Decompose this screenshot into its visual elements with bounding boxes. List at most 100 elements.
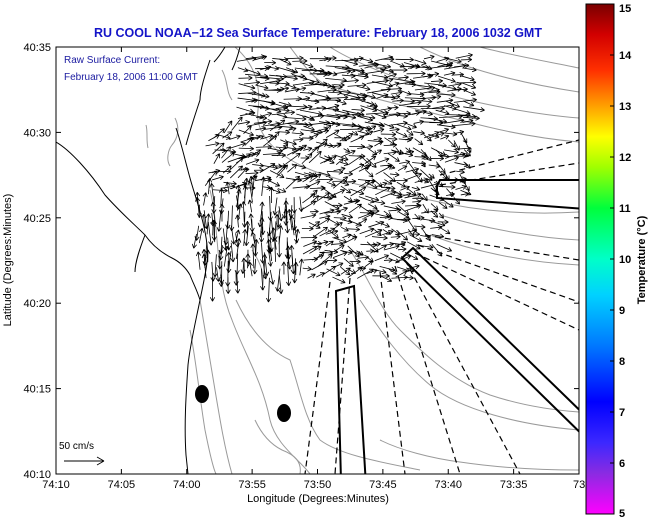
x-tick-label: 74:10 [42, 479, 70, 491]
current-vector [395, 131, 408, 138]
current-vector [381, 56, 395, 62]
current-vector [326, 129, 340, 138]
current-vector [253, 239, 259, 254]
current-vector [279, 143, 289, 155]
x-tick-label: 73:55 [238, 479, 266, 491]
current-vector [334, 154, 349, 161]
x-tick-label: 73:40 [434, 479, 462, 491]
current-vector [317, 253, 333, 267]
current-vector [285, 175, 301, 190]
current-vector [319, 156, 335, 164]
current-vector [267, 131, 280, 143]
current-vector [248, 213, 254, 229]
x-tick-label: 73:45 [369, 479, 397, 491]
current-vector [205, 141, 220, 147]
current-vector [259, 163, 276, 173]
current-vector [235, 214, 241, 228]
current-vector [334, 69, 351, 75]
current-vector [272, 197, 278, 216]
current-vector [316, 272, 325, 278]
current-vector [343, 148, 351, 153]
current-vector [374, 254, 389, 262]
current-vector [214, 168, 232, 175]
current-vector [218, 188, 225, 206]
current-vector [260, 268, 266, 291]
current-vector [440, 134, 450, 140]
current-vector [195, 251, 202, 270]
current-vector [360, 105, 378, 113]
y-axis-label: Latitude (Degrees:Minutes) [2, 194, 14, 327]
current-vector [223, 245, 230, 267]
current-vector [351, 107, 365, 113]
current-vector [463, 67, 477, 73]
x-tick-label: 73:35 [500, 479, 528, 491]
coastline [56, 47, 241, 474]
current-vector [396, 123, 412, 131]
current-vector [247, 180, 253, 203]
current-vector [284, 116, 307, 122]
current-vector [413, 130, 425, 136]
current-vector [365, 195, 380, 202]
current-vector [250, 243, 256, 269]
current-vector [243, 125, 252, 134]
current-vector [276, 164, 289, 178]
current-vector [255, 65, 270, 71]
current-vector [380, 68, 394, 74]
current-vector [238, 75, 253, 81]
current-vector [347, 226, 361, 232]
current-vector [372, 149, 382, 157]
current-vector [238, 146, 255, 152]
current-vector [341, 78, 359, 84]
current-vector [326, 181, 336, 187]
current-vector [390, 90, 403, 96]
current-vector [428, 71, 440, 77]
current-vector [201, 214, 207, 229]
current-vector [316, 176, 334, 182]
current-vector [388, 136, 398, 142]
current-vector [332, 251, 348, 258]
current-vector [266, 277, 272, 303]
current-vector [291, 131, 304, 137]
current-vector [364, 212, 375, 219]
current-vector [343, 258, 354, 267]
current-vector [218, 274, 224, 287]
current-vector [396, 181, 406, 188]
current-vector [262, 134, 274, 140]
current-vector [428, 89, 441, 95]
current-vector [428, 131, 445, 139]
current-vector [364, 169, 374, 178]
current-vector [267, 107, 290, 113]
current-vector [376, 181, 388, 188]
current-vector [460, 57, 473, 63]
current-vector [298, 258, 304, 276]
current-vector [404, 275, 414, 281]
current-vector [226, 252, 232, 267]
current-vector [368, 220, 385, 228]
current-vector [364, 155, 377, 164]
marker-blob-west [195, 385, 209, 403]
current-vector [286, 140, 297, 146]
current-vector [389, 67, 408, 73]
current-vector [438, 226, 451, 235]
y-tick-label: 40:20 [23, 298, 51, 310]
current-vector [259, 201, 265, 219]
current-vector [264, 60, 277, 66]
current-vector [309, 171, 318, 177]
current-vector [244, 137, 253, 146]
colorbar-label: Temperature (°C) [636, 215, 648, 304]
current-vector [366, 268, 378, 275]
current-vector [271, 152, 286, 158]
current-vector [259, 78, 281, 85]
current-vector [350, 94, 368, 100]
current-vector [326, 257, 338, 263]
current-vector [225, 181, 231, 195]
current-vector [429, 120, 443, 126]
current-vector [437, 61, 454, 68]
current-vector [260, 176, 266, 196]
current-vector [412, 236, 423, 242]
current-vector [404, 152, 414, 158]
current-vector [348, 203, 362, 214]
current-vector [254, 92, 266, 98]
current-vector [240, 201, 247, 222]
